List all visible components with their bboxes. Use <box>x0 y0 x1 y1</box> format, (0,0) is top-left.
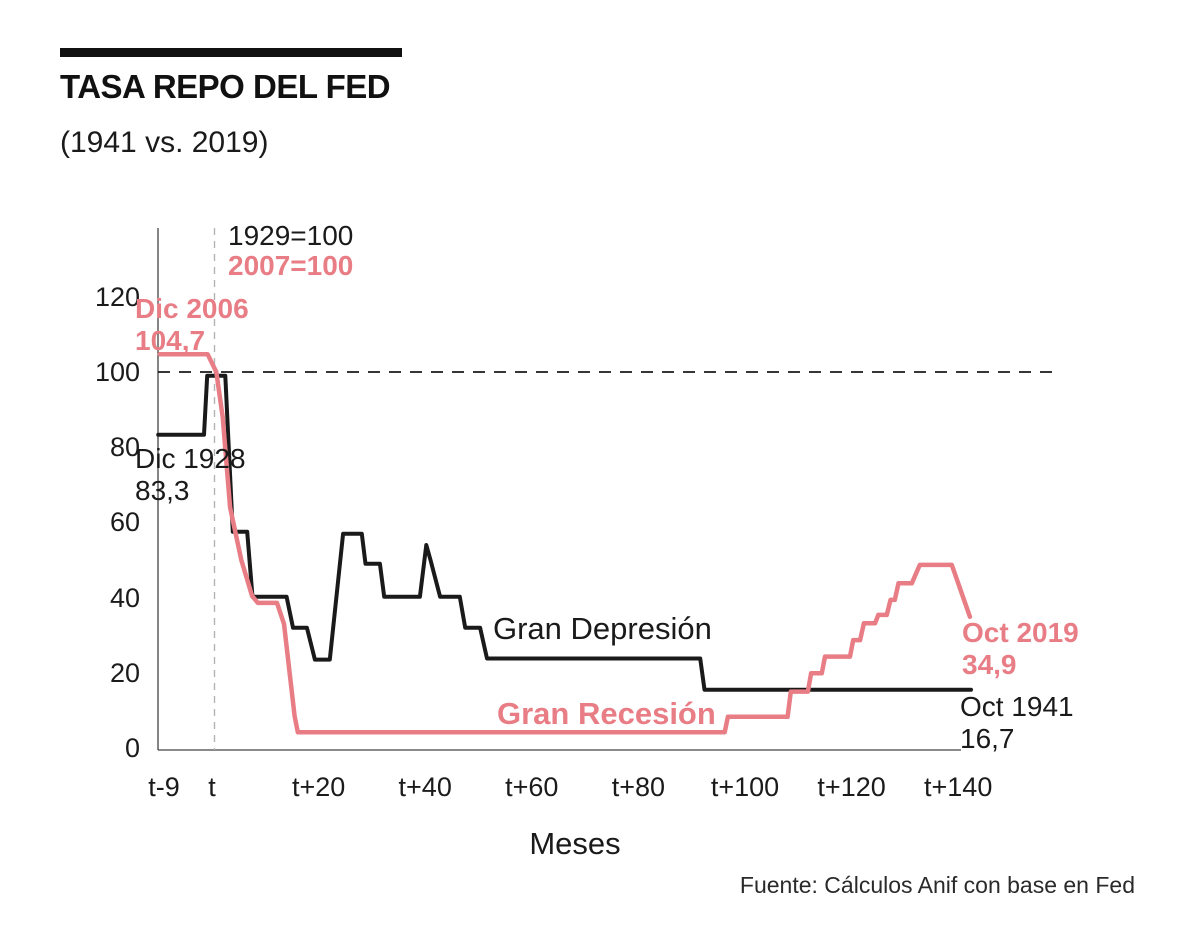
label-oct-2019: Oct 2019 34,9 <box>962 617 1079 680</box>
label-gran-recesion: Gran Recesión <box>497 696 716 731</box>
x-tick-label: t+120 <box>817 772 886 802</box>
label-dic-1928: Dic 1928 83,3 <box>135 443 246 506</box>
series-line-gran-depresi-n <box>156 373 973 692</box>
page-subtitle: (1941 vs. 2019) <box>60 126 269 159</box>
x-tick-label: t+40 <box>398 772 452 802</box>
y-tick-label: 80 <box>109 432 140 463</box>
x-tick-label: t+20 <box>291 772 346 802</box>
y-tick-label: 0 <box>124 733 140 763</box>
y-tick-label: 20 <box>109 657 140 688</box>
source-credit: Fuente: Cálculos Anif con base en Fed <box>739 872 1135 898</box>
x-tick-label: t-9 <box>148 772 180 802</box>
page-title: TASA REPO DEL FED <box>60 68 391 105</box>
x-tick-label: t+80 <box>611 772 666 802</box>
x-tick-label: t+60 <box>505 772 559 802</box>
y-tick-label: 60 <box>109 507 140 538</box>
series-line-gran-recesi-n <box>157 352 973 735</box>
x-tick-label: t+100 <box>710 772 780 802</box>
label-oct-1941: Oct 1941 16,7 <box>960 691 1074 754</box>
x-tick-label: t+140 <box>924 772 993 802</box>
label-1929-base: 1929=100 <box>228 220 354 251</box>
label-2007-base: 2007=100 <box>228 250 354 281</box>
x-axis-title: Meses <box>529 826 621 861</box>
label-dic-2006: Dic 2006 104,7 <box>135 293 249 356</box>
x-tick-label: t <box>208 772 216 802</box>
title-accent-bar <box>60 48 402 57</box>
y-tick-label: 120 <box>94 281 140 312</box>
y-tick-label: 40 <box>109 582 140 613</box>
label-gran-depresion: Gran Depresión <box>493 611 712 646</box>
y-tick-label: 100 <box>94 357 140 387</box>
